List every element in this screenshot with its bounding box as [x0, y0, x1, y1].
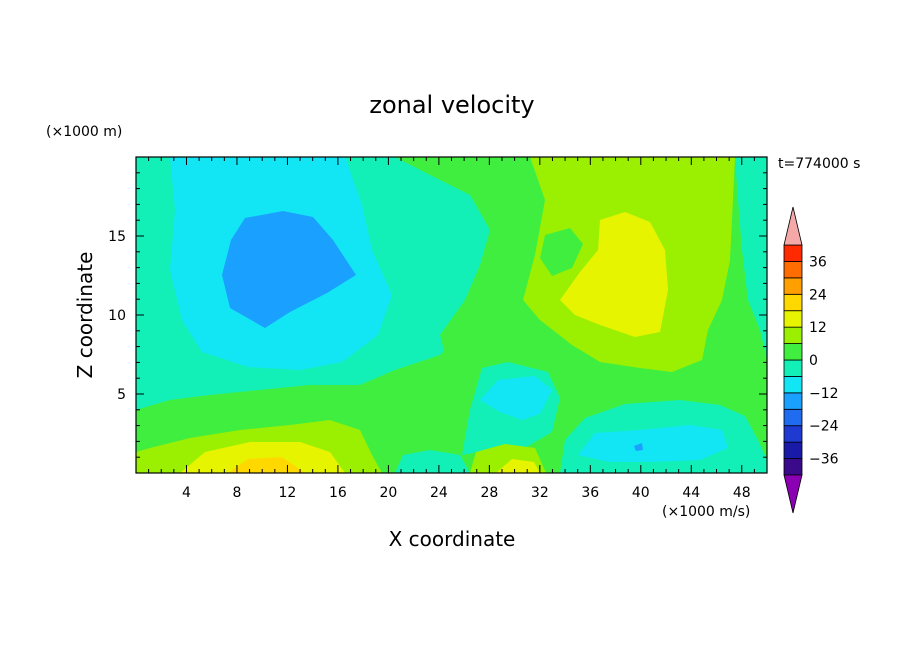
colorbar-swatch	[783, 244, 803, 262]
contour-region-yellow-bottom	[180, 442, 345, 473]
y-tick-label: 10	[108, 308, 126, 324]
contour-region-green-right-core	[540, 228, 583, 276]
x-tick-label: 12	[279, 485, 297, 501]
x-axis-label: X coordinate	[389, 527, 516, 551]
colorbar-swatch	[783, 343, 803, 361]
x-tick-label: 28	[480, 485, 498, 501]
contour-region-orange-bottom	[228, 457, 305, 473]
colorbar-unit-label: (×1000 m/s)	[662, 504, 750, 520]
colorbar-tick-label: −36	[809, 452, 839, 468]
y-tick-label: 5	[117, 387, 126, 403]
x-tick-label: 32	[531, 485, 549, 501]
colorbar-swatch	[783, 458, 803, 476]
y-tick-label: 15	[108, 229, 126, 245]
contour-region-yellowgreen-top	[575, 160, 690, 198]
colorbar-tick-label: 36	[809, 254, 827, 270]
y-axis-ticks: 5 10 15	[108, 172, 767, 458]
contour-region-yellow-center	[496, 459, 540, 473]
colorbar-tick-label: 0	[809, 353, 818, 369]
colorbar-tick-label: −12	[809, 386, 839, 402]
x-axis-ticks: 4 8 12 16 20 24 28 32 36 40 44 48	[148, 157, 755, 501]
colorbar-swatch	[783, 441, 803, 459]
x-tick-label: 16	[329, 485, 347, 501]
x-tick-label: 24	[430, 485, 448, 501]
x-tick-label: 8	[232, 485, 241, 501]
time-label: t=774000 s	[778, 156, 860, 172]
x-tick-label: 40	[632, 485, 650, 501]
chart-title: zonal velocity	[369, 91, 534, 119]
colorbar-swatch	[783, 359, 803, 377]
colorbar: −36 −24 −12 0 12 24 36	[783, 206, 839, 514]
colorbar-swatch	[783, 293, 803, 312]
colorbar-swatch	[783, 376, 803, 394]
contour-region-blue	[222, 211, 356, 328]
contour-region-blue-speck	[634, 443, 643, 451]
y-axis-label: Z coordinate	[73, 252, 97, 379]
colorbar-tick-label: 12	[809, 320, 827, 336]
contour-region-cyan-right	[578, 425, 728, 462]
colorbar-tick-label: −24	[809, 419, 839, 435]
colorbar-swatch	[783, 310, 803, 328]
x-tick-label: 4	[182, 485, 191, 501]
y-unit-label: (×1000 m)	[46, 124, 122, 140]
colorbar-swatch	[783, 277, 803, 295]
contour-region-teal-rightedge	[735, 157, 767, 360]
colorbar-swatch	[783, 408, 803, 427]
x-tick-label: 44	[682, 485, 700, 501]
colorbar-swatch	[783, 326, 803, 344]
colorbar-under-triangle	[783, 474, 803, 514]
x-tick-label: 20	[379, 485, 397, 501]
contour-field	[136, 157, 767, 473]
x-tick-label: 48	[733, 485, 751, 501]
contour-region-cyan-center	[480, 376, 552, 420]
colorbar-swatch	[783, 425, 803, 443]
contour-region-teal-bottom	[395, 450, 470, 473]
colorbar-swatch	[783, 261, 803, 279]
contour-region-green-low	[136, 365, 430, 452]
contour-region-yellow-right	[560, 212, 668, 337]
colorbar-swatch	[783, 392, 803, 410]
colorbar-over-triangle	[783, 206, 803, 246]
colorbar-tick-label: 24	[809, 287, 827, 303]
x-tick-label: 36	[581, 485, 599, 501]
